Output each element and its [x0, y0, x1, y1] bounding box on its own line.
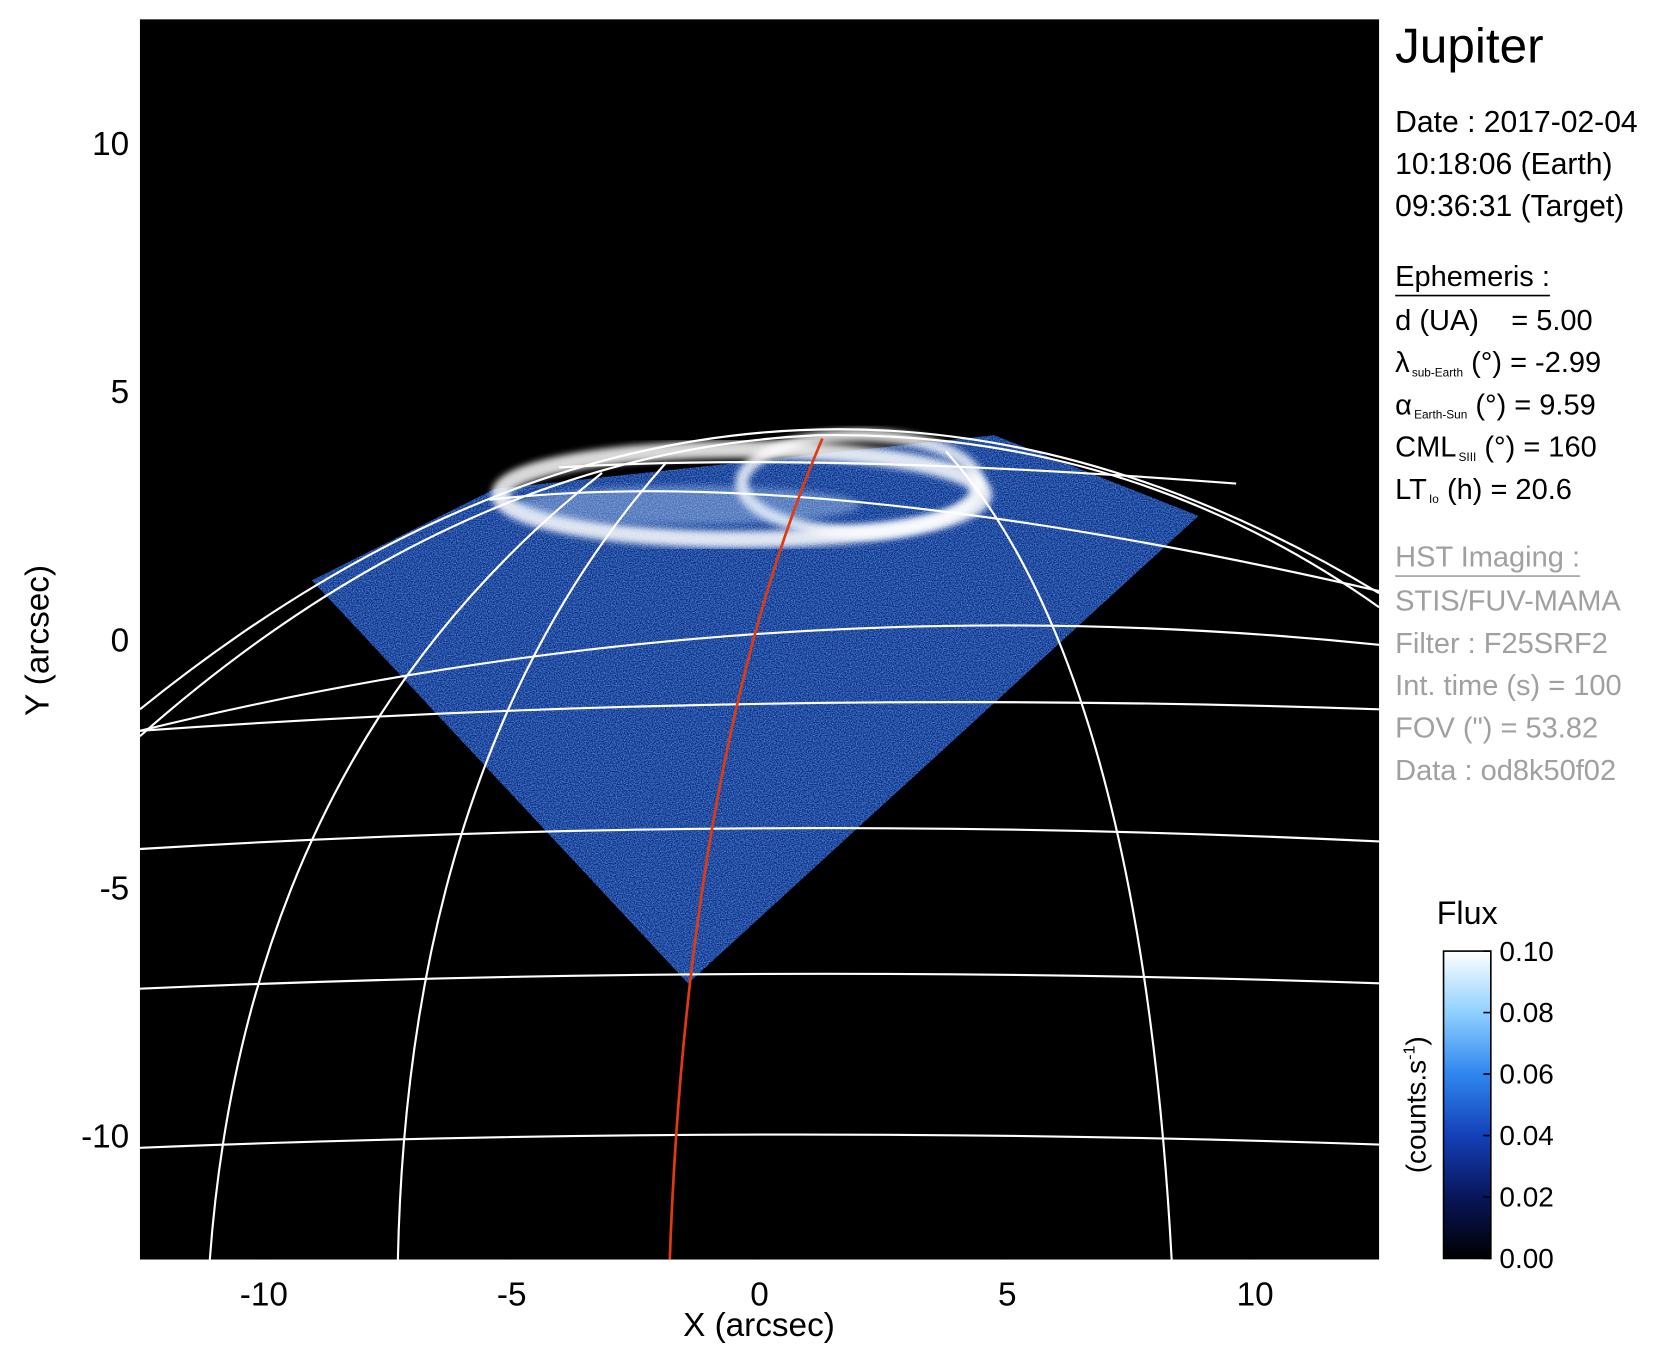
- latitude-line: [489, 490, 1380, 593]
- y-axis-label: Y (arcsec): [20, 565, 57, 716]
- planet-grid: [139, 428, 1380, 1260]
- line-main: α: [1395, 389, 1412, 421]
- latitude-line: [139, 434, 1380, 737]
- line-sub: Io: [1429, 492, 1439, 506]
- instrument-line: FOV (") = 53.82: [1395, 712, 1598, 744]
- sub-observer-meridian: [668, 437, 824, 1260]
- x-axis-label: X (arcsec): [683, 1307, 835, 1344]
- section-heading: HST Imaging :: [1395, 541, 1580, 573]
- line-tail: (°) = 9.59: [1467, 389, 1595, 421]
- latitude-line: [559, 461, 1237, 485]
- ephemeris-line: α Earth-Sun (°) = 9.59: [1395, 389, 1596, 421]
- y-tick-label: -10: [81, 1118, 129, 1155]
- x-tick-label: 5: [998, 1277, 1017, 1314]
- colorbar-tick-label: 0.04: [1499, 1120, 1553, 1151]
- latitude-line: [139, 701, 1380, 732]
- y-tick-label: 0: [111, 622, 130, 659]
- unit-text: (counts.s: [1400, 1060, 1431, 1173]
- colorbar-title: Flux: [1437, 895, 1498, 931]
- line-main: d (UA) = 5.00: [1395, 305, 1592, 337]
- y-tick-label: -5: [100, 870, 130, 907]
- line-tail: (°) = -2.99: [1463, 347, 1601, 379]
- ephemeris-line: λ sub-Earth (°) = -2.99: [1395, 347, 1601, 379]
- x-tick-label: -5: [497, 1277, 527, 1314]
- planet-title: Jupiter: [1395, 18, 1543, 73]
- instrument-line: Int. time (s) = 100: [1395, 670, 1621, 702]
- unit-close: ): [1400, 1036, 1431, 1045]
- date-line: 10:18:06 (Earth): [1395, 148, 1612, 181]
- ephemeris-line: CML SIII (°) = 160: [1395, 432, 1597, 464]
- line-sub: SIII: [1459, 450, 1477, 464]
- line-tail: (°) = 160: [1476, 432, 1596, 464]
- colorbar: [1442, 950, 1492, 1260]
- colorbar-unit: (counts.s-1): [1400, 1036, 1431, 1173]
- colorbar-tick-label: 0.08: [1499, 997, 1553, 1028]
- colorbar-tick-label: 0.02: [1499, 1182, 1553, 1213]
- colorbar-tick-label: 0.06: [1499, 1059, 1553, 1090]
- colorbar-tick-label: 0.10: [1499, 936, 1553, 967]
- limb: [139, 428, 1380, 711]
- line-main: LT: [1395, 474, 1427, 506]
- info-panel: Jupiter Date : 2017-02-04 10:18:06 (Earth)…: [1395, 18, 1638, 787]
- instrument-line: Data : od8k50f02: [1395, 755, 1616, 787]
- x-tick-label: -10: [240, 1277, 288, 1314]
- latitude-line: [139, 1133, 1380, 1149]
- instrument-line: Filter : F25SRF2: [1395, 628, 1608, 660]
- meridian: [945, 450, 1173, 1260]
- colorbar-tick-label: 0.00: [1499, 1243, 1553, 1274]
- line-main: CML: [1395, 432, 1456, 464]
- latitude-line: [139, 827, 1380, 851]
- latitude-line: [139, 972, 1380, 990]
- line-tail: (h) = 20.6: [1439, 474, 1572, 506]
- date-line: 09:36:31 (Target): [1395, 190, 1624, 223]
- unit-sup: -1: [1401, 1046, 1419, 1060]
- line-sub: Earth-Sun: [1414, 408, 1467, 422]
- x-tick-label: 0: [750, 1277, 769, 1314]
- x-tick-label: 10: [1237, 1277, 1274, 1314]
- instrument-line: STIS/FUV-MAMA: [1395, 585, 1621, 617]
- date-line: Date : 2017-02-04: [1395, 106, 1637, 139]
- section-heading: Ephemeris :: [1395, 261, 1550, 293]
- ephemeris-line: d (UA) = 5.00: [1395, 305, 1592, 337]
- meridian: [208, 472, 603, 1260]
- line-sub: sub-Earth: [1412, 365, 1463, 379]
- meridian: [396, 461, 668, 1260]
- y-tick-label: 5: [111, 374, 130, 411]
- y-tick-label: 10: [92, 126, 129, 163]
- ephemeris-line: LT Io (h) = 20.6: [1395, 474, 1572, 506]
- line-main: λ: [1395, 347, 1410, 379]
- fov-noise: [311, 435, 1199, 984]
